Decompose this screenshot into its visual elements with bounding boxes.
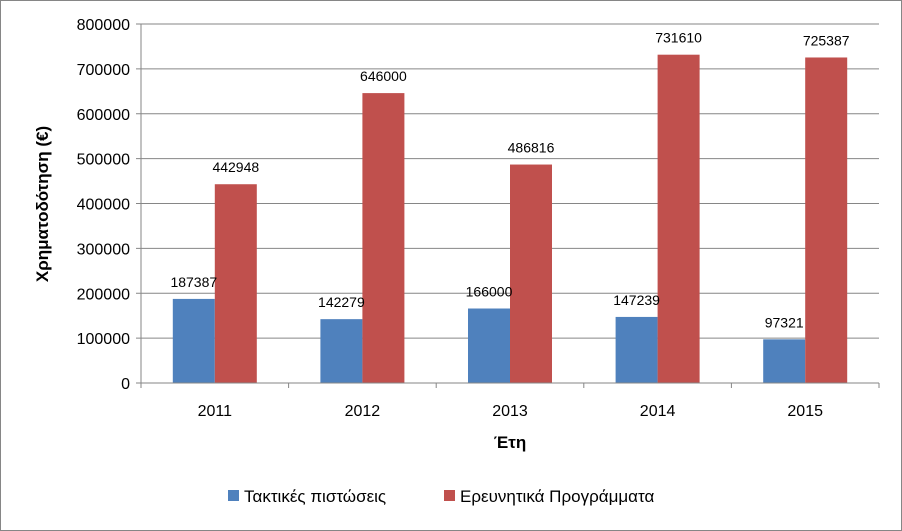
data-label-s0-2013: 166000 <box>466 284 513 300</box>
bar-s1-2013 <box>510 164 552 383</box>
bar-s0-2015 <box>763 339 806 383</box>
bar-s1-2015 <box>805 57 848 384</box>
data-label-s1-2015: 725387 <box>803 32 850 48</box>
data-label-s1-2011: 442948 <box>212 159 259 175</box>
data-labels: 187387 442948 142279 646000 166000 486816 1472… <box>170 30 849 331</box>
bar-s1-2012 <box>362 93 405 384</box>
axes <box>140 24 880 388</box>
data-label-s0-2012: 142279 <box>318 294 365 310</box>
bar-s0-2013 <box>468 308 510 383</box>
legend-label-0: Τακτικές πιστώσεις <box>244 487 386 506</box>
y-tick-label-3: 300000 <box>77 241 130 258</box>
bar-s0-2011 <box>172 298 215 383</box>
bar-s1-2014 <box>657 54 700 384</box>
legend-swatch-0 <box>228 490 239 501</box>
legend-swatch-1 <box>444 490 455 501</box>
legend: Τακτικές πιστώσεις Ερευνητικά Προγράμματ… <box>228 487 654 506</box>
x-tick-label-4: 2015 <box>787 403 823 420</box>
data-label-s1-2012: 646000 <box>360 68 407 84</box>
data-label-s0-2015: 97321 <box>765 314 804 330</box>
y-tick-label-0: 0 <box>121 376 130 393</box>
bars <box>172 54 848 384</box>
data-label-s0-2014: 147239 <box>613 292 660 308</box>
x-axis-title: Έτη <box>494 433 526 452</box>
y-tick-label-6: 600000 <box>77 107 130 124</box>
y-axis-title: Χρηματοδότηση (€) <box>33 126 52 282</box>
y-tick-label-4: 400000 <box>77 197 130 214</box>
x-tick-label-0: 2011 <box>198 403 233 420</box>
x-tick-label-2: 2013 <box>492 403 528 420</box>
x-tick-label-1: 2012 <box>345 403 381 420</box>
legend-label-1: Ερευνητικά Προγράμματα <box>460 487 654 506</box>
x-tick-labels: 2011 2012 2013 2014 2015 <box>198 403 824 420</box>
y-tick-label-7: 700000 <box>77 62 130 79</box>
y-tick-label-8: 800000 <box>77 17 130 34</box>
bar-s0-2012 <box>320 319 363 383</box>
x-tick-label-3: 2014 <box>640 403 676 420</box>
y-tick-label-1: 100000 <box>77 331 130 348</box>
data-label-s1-2013: 486816 <box>508 140 555 156</box>
data-label-s1-2014: 731610 <box>655 30 702 46</box>
bar-s0-2014 <box>615 316 658 383</box>
bar-s1-2011 <box>214 184 257 383</box>
y-tick-label-5: 500000 <box>77 152 130 169</box>
data-label-s0-2011: 187387 <box>170 274 217 290</box>
y-tick-labels: 0 100000 200000 300000 400000 500000 600000 700… <box>77 17 130 393</box>
y-tick-label-2: 200000 <box>77 286 130 303</box>
